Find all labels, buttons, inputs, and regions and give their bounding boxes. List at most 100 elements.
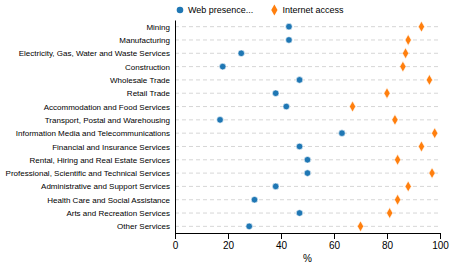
point <box>418 21 424 32</box>
y-tick: Construction <box>125 63 175 72</box>
y-tick: Financial and Insurance Services <box>52 143 175 152</box>
x-label: % <box>303 253 312 264</box>
y-tick-label: Professional, Scientific and Technical S… <box>6 169 170 178</box>
row-line <box>175 226 440 227</box>
y-tick-label: Mining <box>146 23 170 32</box>
y-tick-label: Electricity, Gas, Water and Waste Servic… <box>19 49 170 58</box>
x-tick-label: 20 <box>223 240 235 251</box>
point <box>272 183 279 190</box>
y-tick-label: Retail Trade <box>127 89 171 98</box>
x-tick-label: 40 <box>276 240 288 251</box>
point <box>304 170 311 177</box>
y-tick-label: Rental, Hiring and Real Estate Services <box>29 156 170 165</box>
point <box>296 77 303 84</box>
point <box>418 141 424 152</box>
plot: 0 20 40 60 80 100 Mining Manufacturing Electrici… <box>6 21 450 252</box>
point <box>296 210 303 217</box>
point <box>387 208 393 219</box>
grid <box>175 27 440 227</box>
chart: 0 20 40 60 80 100 Mining Manufacturing Electrici… <box>0 0 454 265</box>
point <box>286 37 293 44</box>
y-tick-label: Administrative and Support Services <box>41 182 170 191</box>
y-tick-label: Information Media and Telecommunications <box>16 129 170 138</box>
marks-inner <box>217 21 438 232</box>
y-tick: Wholesale Trade <box>110 76 175 85</box>
point <box>400 61 406 72</box>
series <box>217 23 345 229</box>
legend-label: Internet access <box>282 5 344 15</box>
point <box>432 128 438 139</box>
y-tick-label: Transport, Postal and Warehousing <box>45 116 170 125</box>
x-tick: 80 <box>382 233 394 251</box>
point <box>272 90 279 97</box>
x-tick: 60 <box>329 233 341 251</box>
point <box>296 143 303 150</box>
legend-item: Internet access <box>271 5 344 16</box>
x-tick-label: 80 <box>382 240 394 251</box>
x-tick-mark <box>175 233 176 239</box>
point <box>286 23 293 30</box>
legend-label: Web presence... <box>188 5 253 15</box>
row-line <box>175 133 440 134</box>
point <box>405 181 411 192</box>
x-tick: 100 <box>432 233 449 251</box>
x-axis: 0 20 40 60 80 100 <box>173 233 450 251</box>
point <box>217 117 224 124</box>
point <box>384 88 390 99</box>
row-line <box>175 213 440 214</box>
row-line <box>175 93 440 94</box>
point <box>426 74 432 85</box>
marks <box>217 21 438 232</box>
y-tick-label: Wholesale Trade <box>110 76 171 85</box>
point <box>357 221 363 232</box>
point <box>283 103 290 110</box>
x-tick-label: 60 <box>329 240 341 251</box>
point <box>246 223 253 230</box>
x-tick-mark <box>228 233 229 239</box>
point <box>405 35 411 46</box>
y-tick-label: Health Care and Social Assistance <box>47 196 170 205</box>
x-tick: 40 <box>276 233 288 251</box>
y-tick-label: Construction <box>125 63 170 72</box>
y-tick-label: Accommodation and Food Services <box>44 103 170 112</box>
point <box>429 168 435 179</box>
y-tick: Transport, Postal and Warehousing <box>45 116 175 125</box>
point <box>394 154 400 165</box>
legend-item: Web presence... <box>177 5 254 15</box>
x-axis-line <box>176 234 441 240</box>
y-tick: Rental, Hiring and Real Estate Services <box>29 156 175 165</box>
x-tick-mark <box>387 233 388 239</box>
x-tick-mark <box>334 233 335 239</box>
point <box>304 156 311 163</box>
y-tick-label: Manufacturing <box>119 36 170 45</box>
point <box>394 194 400 205</box>
y-axis-line <box>175 21 176 234</box>
y-tick: Retail Trade <box>127 89 175 98</box>
y-tick: Accommodation and Food Services <box>44 103 175 112</box>
row-line <box>175 146 440 147</box>
point <box>349 101 355 112</box>
x-tick-label: 100 <box>432 240 449 251</box>
x-tick-label: 0 <box>173 240 179 251</box>
legend-symbol <box>271 5 277 16</box>
y-tick: Administrative and Support Services <box>41 182 175 191</box>
row-line <box>175 39 440 40</box>
y-tick-label: Financial and Insurance Services <box>52 143 170 152</box>
y-tick-label: Arts and Recreation Services <box>66 209 170 218</box>
point <box>402 48 408 59</box>
row-line <box>175 26 440 27</box>
x-tick-mark <box>440 233 441 239</box>
x-tick: 20 <box>223 233 235 251</box>
y-tick: Other Services <box>117 222 175 231</box>
x-tick: 0 <box>173 233 179 251</box>
y-tick: Information Media and Telecommunications <box>16 129 175 138</box>
y-axis: Mining Manufacturing Electricity, Gas, Wat… <box>6 21 176 234</box>
series <box>349 21 437 232</box>
y-tick: Professional, Scientific and Technical S… <box>6 169 175 178</box>
point <box>219 63 226 70</box>
legend-symbol <box>177 7 184 14</box>
legend: Web presence... Internet access <box>177 5 344 16</box>
y-tick: Electricity, Gas, Water and Waste Servic… <box>19 49 175 58</box>
x-tick-mark <box>281 233 282 239</box>
row-line <box>175 53 440 54</box>
